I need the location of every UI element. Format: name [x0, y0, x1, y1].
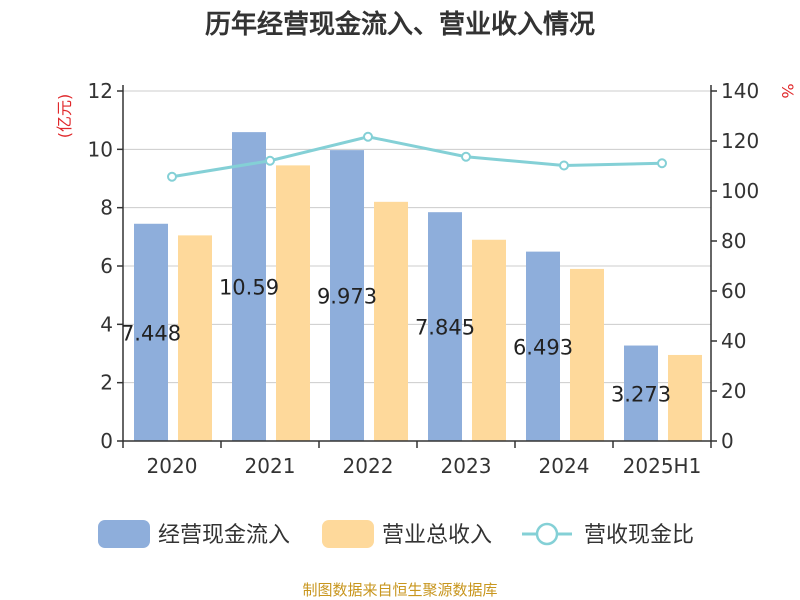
bar-cash-inflow [526, 251, 560, 441]
bar-revenue [276, 165, 310, 441]
bar-value-label: 9.973 [317, 285, 377, 309]
bar-value-label: 7.845 [415, 316, 475, 340]
right-tick-label: 20 [721, 379, 746, 403]
bar-value-label: 10.59 [219, 276, 279, 300]
legend-swatch-revenue [322, 520, 374, 548]
right-tick-label: 60 [721, 279, 746, 303]
legend-label-ratio: 营收现金比 [584, 523, 694, 548]
chart-title: 历年经营现金流入、营业收入情况 [205, 9, 595, 40]
bar-revenue [374, 201, 408, 441]
right-axis-unit: % [778, 83, 797, 98]
bar-value-label: 6.493 [513, 335, 573, 359]
bar-revenue [178, 235, 212, 441]
right-tick-label: 0 [721, 429, 734, 453]
x-tick-label: 2024 [539, 454, 590, 478]
bar-cash-inflow [330, 150, 364, 441]
left-tick-label: 0 [100, 429, 113, 453]
ratio-line [167, 131, 667, 182]
bar-cash-inflow [134, 223, 168, 441]
gridlines [123, 90, 711, 384]
x-tick-label: 2022 [343, 454, 394, 478]
bar-revenue [472, 239, 506, 441]
bars [134, 132, 702, 441]
left-tick-label: 8 [100, 196, 113, 220]
ratio-point [167, 171, 177, 182]
bar-cash-inflow [232, 132, 266, 441]
right-tick-label: 100 [721, 179, 759, 203]
bar-revenue [570, 268, 604, 441]
bar-cash-inflow [624, 345, 658, 441]
legend-label-cash-inflow: 经营现金流入 [158, 523, 290, 548]
right-tick-label: 40 [721, 329, 746, 353]
ratio-line-path [171, 135, 663, 179]
ratio-point [461, 151, 471, 162]
legend-swatch-ratio-marker [535, 522, 559, 546]
x-tick-label: 2023 [441, 454, 492, 478]
left-tick-label: 4 [100, 312, 113, 336]
source-note: 制图数据来自恒生聚源数据库 [302, 581, 497, 599]
left-tick-label: 10 [88, 137, 113, 161]
left-tick-label: 12 [88, 79, 113, 103]
right-tick-label: 80 [721, 229, 746, 253]
bar-value-label: 3.273 [611, 382, 671, 406]
bar-value-label: 7.448 [121, 321, 181, 345]
x-tick-label: 2020 [147, 454, 198, 478]
bar-revenue [668, 354, 702, 441]
legend: 经营现金流入 营业总收入 营收现金比 [98, 520, 694, 548]
bar-cash-inflow [428, 212, 462, 441]
bar-labels: 7.448 10.59 9.973 7.845 6.493 3.273 [121, 276, 671, 407]
left-tick-label: 2 [100, 371, 113, 395]
legend-swatch-cash-inflow [98, 520, 150, 548]
left-tick-label: 6 [100, 254, 113, 278]
ratio-point [559, 160, 569, 171]
x-tick-label: 2021 [245, 454, 296, 478]
ratio-point [265, 155, 275, 166]
ratio-point [363, 131, 373, 142]
legend-label-revenue: 营业总收入 [382, 523, 492, 548]
ratio-point [657, 158, 667, 169]
right-tick-label: 140 [721, 79, 759, 103]
x-tick-label: 2025H1 [623, 454, 702, 478]
left-axis-unit: (亿元) [55, 94, 74, 139]
right-tick-label: 120 [721, 129, 759, 153]
